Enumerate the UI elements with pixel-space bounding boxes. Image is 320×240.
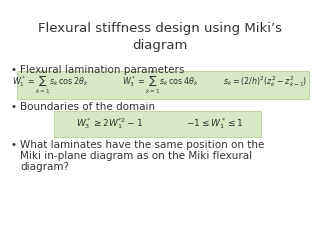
Text: $-1 \leq W_1^* \leq 1$: $-1 \leq W_1^* \leq 1$	[186, 117, 244, 132]
Text: $W_1^* = \sum_{k=1}^{n} s_k\,\cos 2\theta_k$: $W_1^* = \sum_{k=1}^{n} s_k\,\cos 2\thet…	[12, 68, 88, 96]
Text: Miki in-plane diagram as on the Miki flexural: Miki in-plane diagram as on the Miki fle…	[20, 151, 252, 161]
Text: •: •	[10, 65, 16, 75]
Text: •: •	[10, 102, 16, 112]
FancyBboxPatch shape	[54, 111, 261, 137]
FancyBboxPatch shape	[17, 71, 309, 99]
Text: •: •	[10, 140, 16, 150]
Text: Flexural lamination parameters: Flexural lamination parameters	[20, 65, 184, 75]
Text: Boundaries of the domain: Boundaries of the domain	[20, 102, 155, 112]
Text: diagram?: diagram?	[20, 162, 69, 172]
Text: $W_3^* = \sum_{k=1}^{n} s_k\,\cos 4\theta_k$: $W_3^* = \sum_{k=1}^{n} s_k\,\cos 4\thet…	[122, 68, 198, 96]
Text: $W_3^* \geq 2W_1^{*2} - 1$: $W_3^* \geq 2W_1^{*2} - 1$	[76, 117, 144, 132]
Text: What laminates have the same position on the: What laminates have the same position on…	[20, 140, 264, 150]
Text: $s_k = (2/h)^2(z_k^2 - z_{k-1}^2)$: $s_k = (2/h)^2(z_k^2 - z_{k-1}^2)$	[223, 75, 307, 90]
Text: Flexural stiffness design using Miki’s
diagram: Flexural stiffness design using Miki’s d…	[38, 22, 282, 52]
